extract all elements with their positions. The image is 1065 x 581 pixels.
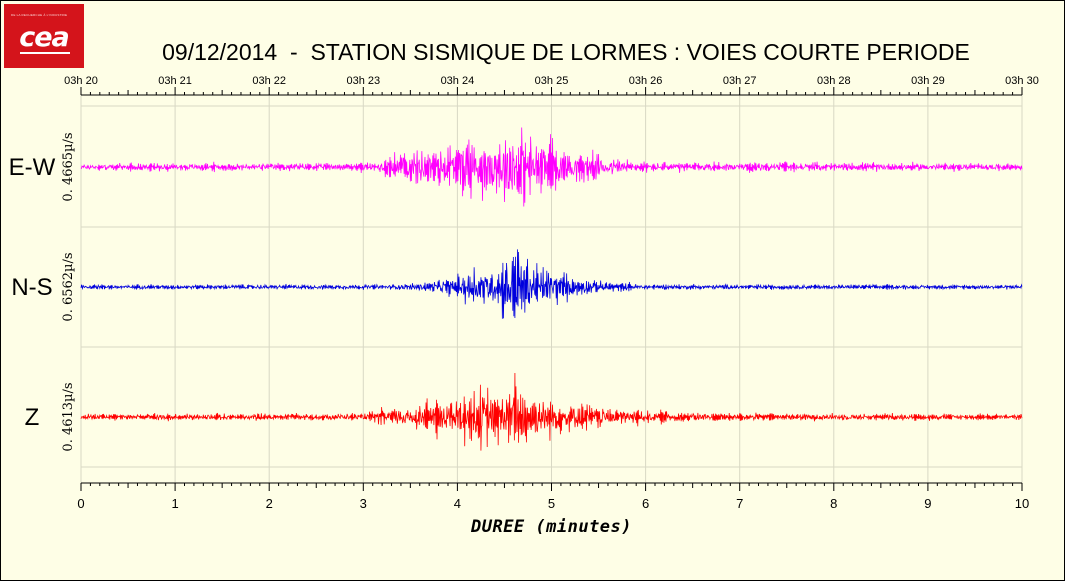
x-axis-label: DUREE (minutes) [470, 517, 632, 537]
top-time-tick-label: 03h 20 [64, 75, 98, 87]
top-time-tick-label: 03h 28 [817, 75, 851, 87]
x-tick-label: 8 [830, 496, 837, 511]
x-tick-label: 6 [642, 496, 649, 511]
x-tick-label: 9 [924, 496, 931, 511]
cea-logo: DE LA RECHERCHE À L'INDUSTRIE cea [4, 4, 84, 68]
trace-z [80, 372, 1023, 451]
top-time-tick-label: 03h 30 [1005, 75, 1039, 87]
channel-label: N-S [11, 274, 52, 301]
amplitude-scale-label: 0. 4665µ/s [61, 132, 76, 201]
logo-underline [20, 52, 70, 54]
top-time-tick-label: 03h 29 [911, 75, 945, 87]
top-time-tick-label: 03h 24 [441, 75, 475, 87]
top-time-tick-label: 03h 22 [252, 75, 286, 87]
chart-title: 09/12/2014 - STATION SISMIQUE DE LORMES … [162, 39, 970, 65]
x-tick-label: 5 [548, 496, 555, 511]
logo-text: cea [19, 22, 70, 53]
trace-ns [80, 249, 1023, 319]
x-tick-label: 7 [736, 496, 743, 511]
top-time-tick-label: 03h 26 [629, 75, 663, 87]
channel-label: E-W [9, 154, 56, 181]
top-time-tick-label: 03h 25 [535, 75, 569, 87]
top-time-tick-label: 03h 27 [723, 75, 757, 87]
top-time-tick-label: 03h 21 [158, 75, 192, 87]
channel-label: Z [25, 404, 40, 431]
x-tick-label: 3 [360, 496, 367, 511]
logo-tagline: DE LA RECHERCHE À L'INDUSTRIE [11, 13, 68, 17]
amplitude-scale-label: 0. 4613µ/s [61, 382, 76, 451]
x-tick-label: 0 [77, 496, 84, 511]
x-tick-label: 1 [171, 496, 178, 511]
amplitude-scale-label: 0. 6562µ/s [61, 252, 76, 321]
x-tick-label: 10 [1015, 496, 1029, 511]
trace-ew [80, 127, 1023, 207]
x-tick-label: 4 [454, 496, 461, 511]
top-time-tick-label: 03h 23 [346, 75, 380, 87]
x-tick-label: 2 [266, 496, 273, 511]
